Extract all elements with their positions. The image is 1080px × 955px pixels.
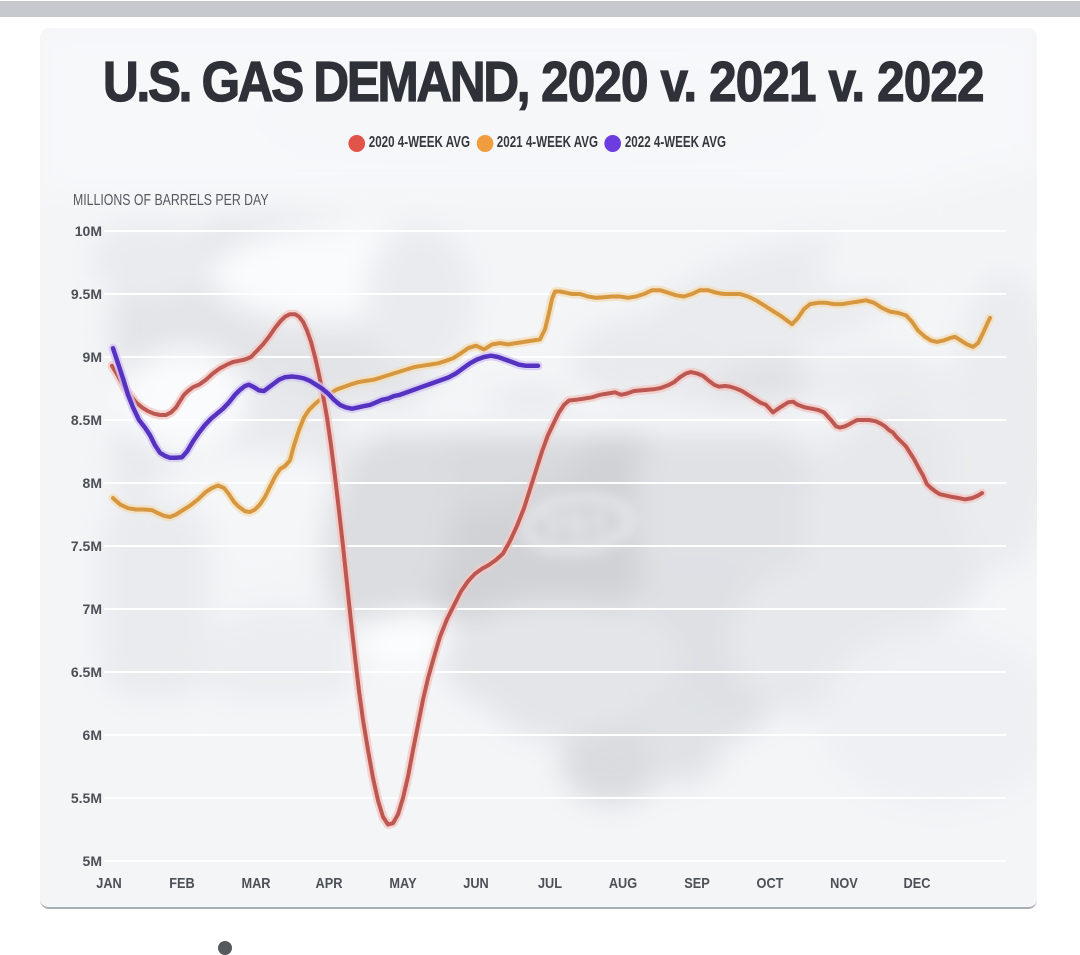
svg-text:VST: VST — [543, 507, 611, 543]
